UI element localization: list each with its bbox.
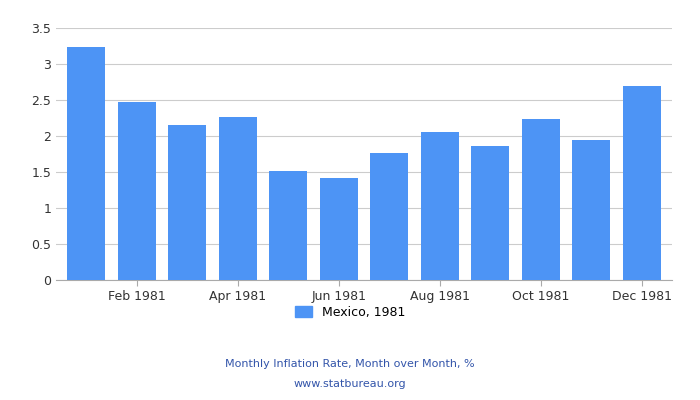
Bar xyxy=(219,116,257,280)
Bar xyxy=(168,125,206,280)
Text: www.statbureau.org: www.statbureau.org xyxy=(294,379,406,389)
Bar xyxy=(623,86,661,280)
Bar xyxy=(67,48,105,280)
Bar xyxy=(320,178,358,280)
Text: Monthly Inflation Rate, Month over Month, %: Monthly Inflation Rate, Month over Month… xyxy=(225,359,475,369)
Bar xyxy=(522,119,560,280)
Bar xyxy=(370,153,408,280)
Bar xyxy=(270,171,307,280)
Bar xyxy=(118,102,155,280)
Bar xyxy=(573,140,610,280)
Bar xyxy=(471,146,509,280)
Legend: Mexico, 1981: Mexico, 1981 xyxy=(290,301,410,324)
Bar xyxy=(421,132,458,280)
